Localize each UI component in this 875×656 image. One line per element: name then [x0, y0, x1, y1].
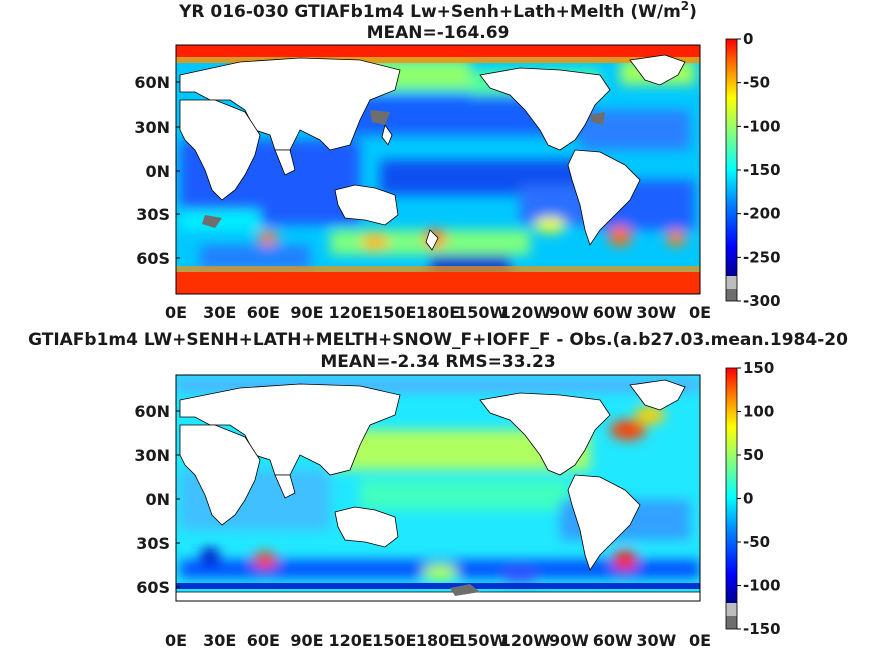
x-tick-label: 150W [456, 631, 507, 650]
colorbar-tick-label: -150 [743, 620, 781, 638]
x-tick-label: 60E [247, 303, 280, 322]
x-tick-label: 90E [290, 303, 323, 322]
panel-2-frame [175, 374, 701, 602]
colorbar-tick-label: 0 [743, 490, 753, 508]
colorbar-tick-label: 0 [743, 30, 753, 48]
panel-1-map [176, 45, 700, 294]
colorbar-tick-label: -50 [743, 533, 770, 551]
panel-2-colorbar [726, 368, 737, 603]
y-tick-label: 60N [134, 402, 170, 421]
colorbar-tick-label: -250 [743, 248, 781, 266]
panel-1-colorbar-lake [726, 276, 737, 289]
y-tick-label: 30N [134, 446, 170, 465]
x-tick-label: 90E [290, 631, 323, 650]
panel-2-title: GTIAFb1m4 LW+SENH+LATH+MELTH+SNOW_F+IOFF… [28, 330, 848, 350]
x-tick-label: 60E [247, 631, 280, 650]
x-tick-label: 90W [549, 303, 589, 322]
panel-1-colorbar [726, 39, 737, 276]
panel-1-title: YR 016-030 GTIAFb1m4 Lw+Senh+Lath+Melth … [178, 0, 697, 22]
panel-2-y-ticks: 60N 30N 0N 30S 60S [134, 402, 180, 597]
colorbar-tick-label: -200 [743, 205, 781, 223]
y-tick-label: 60N [134, 73, 170, 92]
panel-2-colorbar-missing [726, 616, 737, 629]
x-tick-label: 30E [203, 631, 236, 650]
panel-2-colorbar-ticks: 150 100 50 0 -50 -100 -150 [737, 359, 781, 638]
y-tick-label: 0N [145, 162, 170, 181]
x-tick-label: 150E [372, 631, 416, 650]
x-tick-label: 30W [636, 631, 676, 650]
x-tick-label: 180E [416, 303, 460, 322]
panel-1-colorbar-ticks: 0 -50 -100 -150 -200 -250 -300 [737, 30, 781, 310]
panel-2: GTIAFb1m4 LW+SENH+LATH+MELTH+SNOW_F+IOFF… [28, 330, 848, 650]
x-tick-label: 120E [329, 631, 373, 650]
x-tick-label: 120W [500, 631, 551, 650]
colorbar-tick-label: 150 [743, 359, 774, 377]
panel-1-y-ticks: 60N 30N 0N 30S 60S [134, 73, 180, 268]
panel-1: YR 016-030 GTIAFb1m4 Lw+Senh+Lath+Melth … [134, 0, 780, 322]
x-tick-label: 30W [636, 303, 676, 322]
x-tick-label: 0E [165, 631, 187, 650]
y-tick-label: 60S [136, 249, 170, 268]
panel-2-colorbar-lake [726, 603, 737, 616]
colorbar-tick-label: -50 [743, 74, 770, 92]
panel-2-map [176, 375, 700, 601]
colorbar-tick-label: -150 [743, 161, 781, 179]
colorbar-tick-label: 100 [743, 403, 774, 421]
panel-1-colorbar-missing [726, 289, 737, 301]
panel-1-frame [175, 44, 701, 295]
panel-1-subtitle: MEAN=-164.69 [367, 23, 510, 43]
y-tick-label: 0N [145, 490, 170, 509]
x-tick-label: 30E [203, 303, 236, 322]
y-tick-label: 30N [134, 118, 170, 137]
x-tick-label: 60W [593, 303, 633, 322]
panel-2-subtitle: MEAN=-2.34 RMS=33.23 [320, 352, 555, 372]
x-tick-label: 0E [689, 303, 711, 322]
x-tick-label: 150W [456, 303, 507, 322]
colorbar-tick-label: -100 [743, 117, 781, 135]
x-tick-label: 90W [549, 631, 589, 650]
x-tick-label: 0E [689, 631, 711, 650]
x-tick-label: 180E [416, 631, 460, 650]
y-tick-label: 30S [136, 534, 170, 553]
colorbar-tick-label: -300 [743, 292, 781, 310]
x-tick-label: 120W [500, 303, 551, 322]
x-tick-label: 150E [372, 303, 416, 322]
y-tick-label: 30S [136, 205, 170, 224]
x-tick-label: 120E [329, 303, 373, 322]
colorbar-tick-label: 50 [743, 446, 764, 464]
y-tick-label: 60S [136, 578, 170, 597]
colorbar-tick-label: -100 [743, 577, 781, 595]
x-tick-label: 0E [165, 303, 187, 322]
x-tick-label: 60W [593, 631, 633, 650]
